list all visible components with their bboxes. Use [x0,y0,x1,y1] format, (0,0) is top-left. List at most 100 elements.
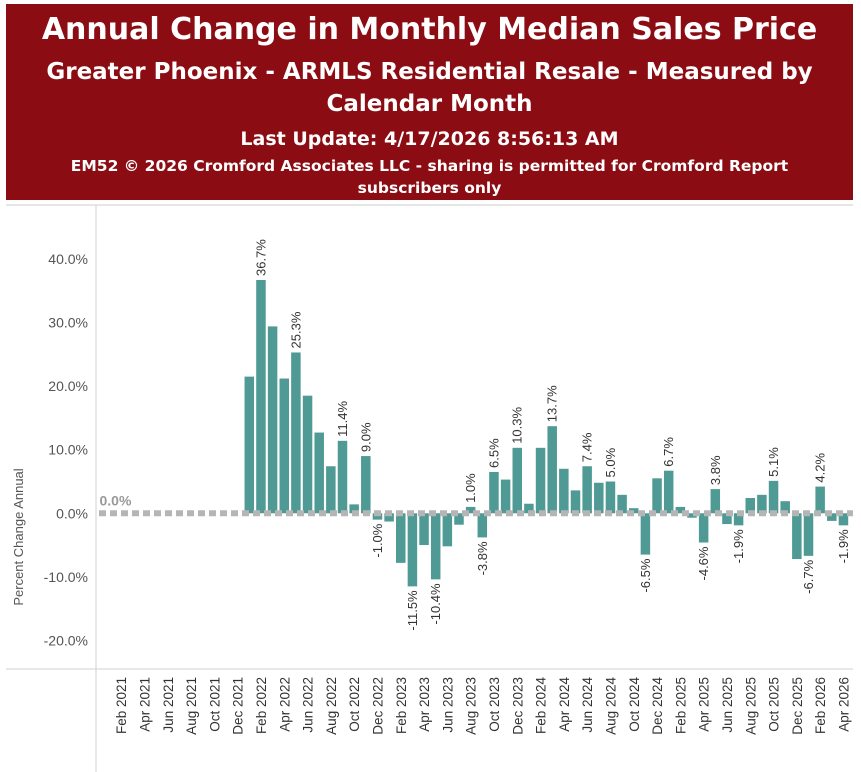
bar [687,513,697,518]
bar [663,470,674,514]
bar [326,466,336,514]
x-tick-label: Feb 2024 [534,677,549,735]
x-tick-label: Aug 2022 [324,677,339,735]
copyright-notice: EM52 © 2026 Cromford Associates LLC - sh… [70,157,789,197]
bar [710,489,721,514]
y-tick-label: -20.0% [44,632,88,648]
chart-title: Annual Change in Monthly Median Sales Pr… [41,12,818,47]
bar [279,378,289,514]
bar [559,468,569,514]
data-label: -1.0% [370,523,385,557]
bar [349,504,359,514]
bar [733,513,744,526]
bar [827,513,837,521]
bar [442,513,453,547]
x-tick-label: Aug 2023 [464,677,479,735]
y-tick-label: 0.0% [56,505,88,521]
data-label: 5.0% [603,447,618,477]
x-tick-label: Feb 2026 [813,677,828,734]
x-tick-label: Feb 2021 [114,677,129,734]
bar [430,513,441,580]
bar [838,513,849,526]
zero-value-label: 0.0% [100,492,132,508]
bar [489,471,499,514]
x-tick-label: Oct 2021 [207,677,222,732]
data-label: -6.7% [801,559,816,593]
data-label: -4.6% [696,546,711,580]
bar [512,447,522,514]
bar [547,426,557,514]
data-label: 11.4% [335,400,350,436]
data-label: -1.9% [836,529,851,563]
data-label: 7.4% [580,432,595,462]
bar [617,494,627,514]
bar [477,513,488,538]
x-tick-label: Aug 2025 [743,677,758,735]
data-label: 1.0% [463,473,478,503]
bar [698,513,709,543]
x-tick-label: Jun 2024 [580,677,595,733]
bar [302,395,313,514]
bar [384,513,394,522]
bar [465,506,476,514]
bar [815,486,825,514]
data-label: 13.7% [545,385,560,422]
x-tick-label: Apr 2023 [417,677,432,732]
data-label: -11.5% [405,590,420,631]
bar [722,513,732,525]
bar [535,447,546,514]
chart-header: Annual Change in Monthly Median Sales Pr… [6,4,853,200]
data-label: -6.5% [638,558,653,592]
y-tick-label: 10.0% [48,442,88,458]
bar [291,352,301,514]
bar [792,513,802,560]
data-label: 5.1% [766,447,781,477]
data-label: 3.8% [708,455,723,485]
bar [407,513,418,587]
y-tick-label: 40.0% [48,251,88,267]
y-axis-ticks: -20.0% -10.0% 0.0% 10.0% 20.0% 30.0% 40.0% [44,251,88,648]
x-tick-label: Aug 2024 [603,677,618,735]
chart-subtitle: Greater Phoenix - ARMLS Residential Resa… [46,59,813,117]
bar [524,503,534,514]
bar [652,478,662,514]
x-tick-label: Apr 2025 [697,677,712,732]
x-tick-label: Apr 2026 [836,677,851,732]
x-tick-label: Dec 2025 [790,677,805,735]
bar [768,480,779,514]
x-tick-label: Dec 2024 [650,677,665,735]
x-tick-label: Feb 2022 [254,677,269,734]
data-label: 6.5% [486,438,501,468]
x-axis-ticks: Feb 2021 Apr 2021 Jun 2021 Aug 2021 Oct 2021… [114,677,851,735]
bar [803,513,814,556]
bar [500,479,511,514]
y-tick-label: -10.0% [44,569,88,585]
x-tick-label: Dec 2021 [231,677,246,735]
x-tick-label: Feb 2023 [394,677,409,734]
bar-chart: Percent Change Annual -20.0% -10.0% 0.0% 10… [6,204,853,772]
data-label: 9.0% [358,422,373,452]
bar [454,513,464,525]
bar [745,498,755,514]
bar [675,506,686,514]
data-labels: 36.7% 25.3% 11.4% 9.0% -1.0% -11.5% -10.4% 1.0%… [253,239,851,631]
x-tick-label: Jun 2025 [720,677,735,733]
bar [244,376,255,514]
bar [757,494,767,514]
x-tick-label: Aug 2021 [184,677,199,735]
data-label: 10.3% [510,407,525,444]
bar [314,432,324,514]
x-tick-label: Oct 2023 [487,677,502,732]
x-tick-label: Oct 2025 [767,677,782,732]
data-label: 25.3% [288,311,303,348]
bar [594,482,604,514]
y-axis-label: Percent Change Annual [11,468,26,605]
x-tick-label: Dec 2023 [510,677,525,735]
bar [396,513,406,563]
bar [256,280,266,514]
x-tick-label: Dec 2022 [370,677,385,735]
y-tick-label: 20.0% [48,378,88,394]
bar [780,501,790,514]
bar [605,481,616,514]
x-tick-label: Oct 2022 [347,677,362,732]
